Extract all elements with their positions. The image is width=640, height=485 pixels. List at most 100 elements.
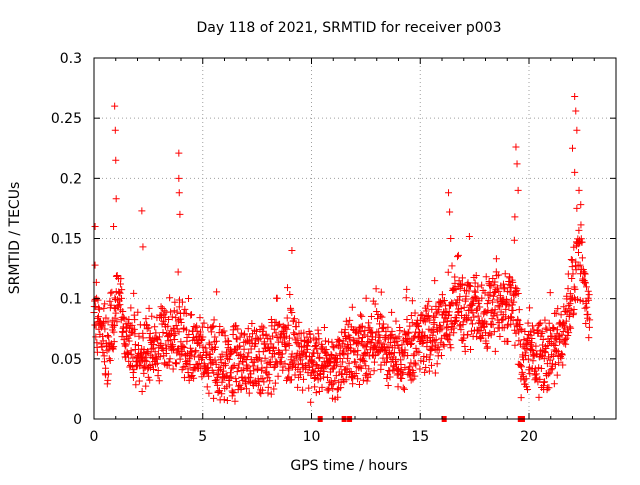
data-point (185, 376, 193, 384)
data-point (408, 297, 416, 305)
data-point (465, 282, 473, 290)
data-point (489, 320, 497, 328)
data-point (348, 303, 356, 311)
data-point (524, 319, 532, 327)
data-point (199, 333, 207, 341)
data-point (231, 397, 239, 405)
data-point (398, 374, 406, 382)
data-point (272, 329, 280, 337)
data-point (327, 351, 335, 359)
data-point (343, 354, 351, 362)
data-point (526, 304, 534, 312)
data-point (438, 291, 446, 299)
data-point (110, 328, 118, 336)
data-point (113, 318, 121, 326)
data-point (175, 149, 183, 157)
data-point (118, 286, 126, 294)
data-point (581, 304, 589, 312)
data-point (213, 288, 221, 296)
data-point (495, 271, 503, 279)
data-point (585, 334, 593, 342)
data-point (456, 322, 464, 330)
data-point (559, 327, 567, 335)
data-point (130, 325, 138, 333)
data-point (526, 331, 534, 339)
data-point (340, 351, 348, 359)
data-point (349, 373, 357, 381)
data-point (265, 370, 273, 378)
data-point (555, 359, 563, 367)
data-point (322, 363, 330, 371)
data-point (107, 289, 115, 297)
data-point (518, 363, 526, 371)
data-point (114, 301, 122, 309)
x-tick-label: 5 (198, 429, 207, 445)
data-point (560, 303, 568, 311)
x-tick-label: 10 (303, 429, 321, 445)
data-point (111, 314, 119, 322)
data-point (104, 376, 112, 384)
data-point (460, 303, 468, 311)
data-point (95, 305, 103, 313)
data-point (514, 186, 522, 194)
data-point (453, 314, 461, 322)
data-point (312, 360, 320, 368)
data-point (412, 344, 420, 352)
data-point (582, 320, 590, 328)
data-point (129, 373, 137, 381)
data-point (177, 315, 185, 323)
axis-ticks (93, 57, 616, 420)
data-point (383, 374, 391, 382)
data-point (572, 258, 580, 266)
data-point (551, 361, 559, 369)
data-point (439, 341, 447, 348)
data-point (168, 313, 176, 321)
data-point (427, 361, 435, 369)
data-point (446, 341, 454, 349)
data-point (156, 353, 164, 361)
data-point (573, 204, 581, 212)
data-point (496, 332, 504, 340)
data-point (324, 386, 332, 394)
data-point (580, 269, 588, 277)
data-point (165, 361, 173, 369)
data-point (484, 343, 492, 351)
data-point (179, 363, 187, 371)
data-point (260, 324, 268, 332)
data-point (457, 326, 465, 334)
data-point (325, 338, 333, 346)
data-point (257, 357, 265, 365)
data-point (454, 308, 462, 316)
data-point (432, 336, 440, 344)
data-point (249, 330, 257, 338)
data-point (514, 290, 522, 298)
data-point (338, 370, 346, 378)
data-point (544, 370, 552, 378)
data-point (310, 374, 318, 382)
data-point (218, 350, 226, 358)
data-point (353, 339, 361, 347)
data-point (273, 294, 281, 302)
data-point (552, 334, 560, 342)
data-point (425, 356, 433, 364)
data-point (244, 363, 252, 371)
data-point (316, 353, 324, 361)
data-point (332, 372, 340, 380)
data-point (362, 294, 370, 302)
data-point (559, 361, 567, 369)
data-point (366, 371, 374, 379)
data-point (123, 332, 131, 340)
data-point (105, 333, 113, 341)
data-point (404, 339, 412, 347)
data-point (111, 126, 119, 134)
data-point (472, 271, 480, 279)
data-point (164, 322, 172, 330)
data-point (527, 345, 535, 353)
data-point (491, 306, 499, 314)
data-point (283, 314, 291, 322)
data-point (398, 341, 406, 349)
data-point (418, 328, 426, 336)
data-point (205, 339, 213, 347)
data-point (471, 279, 479, 287)
data-point (584, 287, 592, 295)
